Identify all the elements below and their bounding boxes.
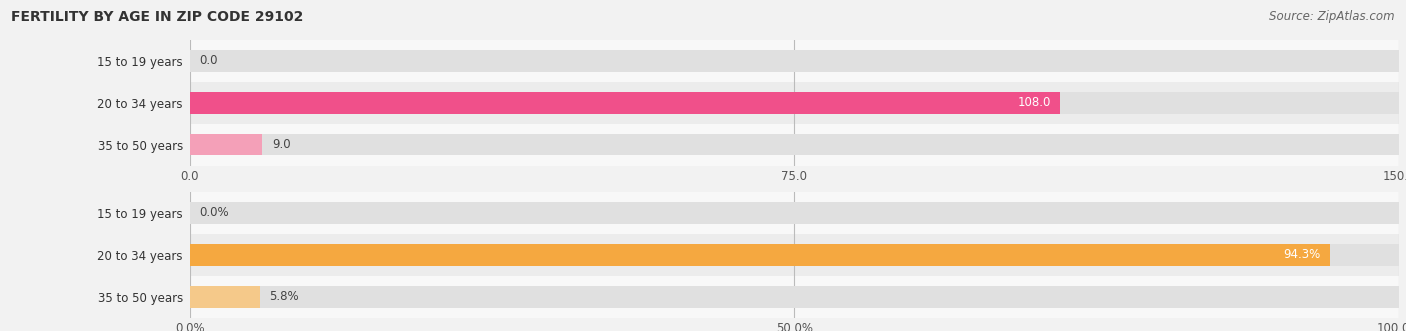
Bar [190, 92, 1060, 114]
Text: Source: ZipAtlas.com: Source: ZipAtlas.com [1270, 10, 1395, 23]
Bar [190, 82, 1399, 123]
Bar [190, 276, 1399, 318]
Bar [190, 40, 1399, 82]
Bar [190, 192, 1399, 234]
Text: 0.0%: 0.0% [200, 207, 229, 219]
Text: 5.8%: 5.8% [270, 290, 299, 303]
Bar [190, 234, 1399, 276]
Text: 9.0: 9.0 [271, 138, 291, 151]
Bar [190, 123, 1399, 166]
Bar [190, 244, 1399, 266]
Bar [190, 92, 1399, 114]
Text: 0.0: 0.0 [200, 54, 218, 67]
Text: FERTILITY BY AGE IN ZIP CODE 29102: FERTILITY BY AGE IN ZIP CODE 29102 [11, 10, 304, 24]
Bar [190, 202, 1399, 224]
Text: 108.0: 108.0 [1018, 96, 1050, 109]
Bar [190, 286, 260, 308]
Bar [190, 134, 1399, 156]
Bar [190, 134, 263, 156]
Text: 94.3%: 94.3% [1284, 248, 1320, 261]
Bar [190, 244, 1330, 266]
Bar [190, 286, 1399, 308]
Bar [190, 50, 1399, 71]
